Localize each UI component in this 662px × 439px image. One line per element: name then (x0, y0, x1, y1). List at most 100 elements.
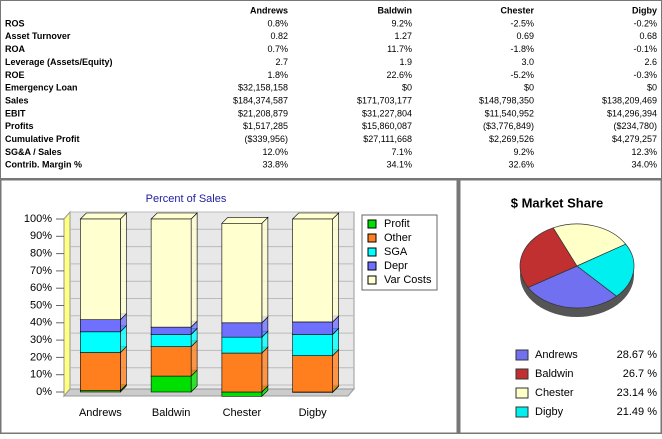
cell: $31,227,804 (362, 108, 412, 118)
cell: $0 (647, 83, 657, 93)
row-label: Leverage (Assets/Equity) (5, 57, 113, 67)
bar-side (120, 347, 126, 391)
bar (222, 392, 262, 396)
y-tick-label: 50% (30, 299, 52, 311)
legend-label: SGA (384, 246, 408, 258)
cell: $2,269,526 (489, 134, 534, 144)
bar-side (333, 350, 339, 392)
cell: 12.0% (262, 147, 288, 157)
bar (222, 223, 262, 322)
bar-side (333, 213, 339, 322)
cell: 22.6% (386, 70, 412, 80)
legend-value: 28.67 % (617, 349, 658, 361)
cell: $171,703,177 (357, 95, 412, 105)
cell: 1.9 (399, 57, 412, 67)
bar-side (191, 213, 197, 327)
legend-value: 26.7 % (623, 368, 657, 380)
plot-side (64, 212, 70, 396)
legend-swatch (368, 276, 376, 284)
bar-title: Percent of Sales (146, 193, 227, 205)
cell: 34.0% (631, 160, 657, 170)
y-tick-label: 60% (30, 282, 52, 294)
y-tick-label: 70% (30, 265, 52, 277)
legend-value: 21.49 % (617, 406, 658, 418)
bar (151, 347, 191, 376)
cell: 1.8% (267, 70, 288, 80)
bar (80, 320, 120, 332)
cell: -0.2% (633, 18, 657, 28)
bar-side (120, 213, 126, 320)
row-label: Emergency Loan (5, 83, 78, 93)
cell: $1,517,285 (243, 121, 288, 131)
row-label: ROS (5, 18, 25, 28)
cell: -5.2% (510, 70, 534, 80)
cell: 34.1% (386, 160, 412, 170)
row-label: Contrib. Margin % (5, 160, 82, 170)
cell: ($339,956) (244, 134, 288, 144)
legend-swatch (516, 350, 528, 360)
cell: $184,374,587 (233, 95, 288, 105)
y-tick-label: 40% (30, 317, 52, 329)
y-tick-label: 0% (36, 386, 52, 398)
y-tick-label: 20% (30, 351, 52, 363)
bar (80, 353, 120, 391)
row-label: Asset Turnover (5, 31, 71, 41)
bar-top (293, 213, 339, 219)
cell: $148,798,350 (479, 95, 534, 105)
cell: -0.1% (633, 44, 657, 54)
cell: 33.8% (262, 160, 288, 170)
cell: 2.7 (275, 57, 288, 67)
legend-label: Digby (535, 406, 564, 418)
y-tick-label: 10% (30, 369, 52, 381)
cell: 12.3% (631, 147, 657, 157)
row-label: ROE (5, 70, 25, 80)
legend-label: Depr (384, 260, 408, 272)
x-tick-label: Chester (223, 407, 262, 419)
row-label: Cumulative Profit (5, 134, 80, 144)
cell: 3.0 (521, 57, 534, 67)
x-tick-label: Baldwin (152, 407, 191, 419)
cell: $15,860,087 (362, 121, 412, 131)
column-header: Andrews (250, 5, 288, 15)
legend-swatch (368, 248, 376, 256)
legend-swatch (368, 220, 376, 228)
cell: $138,209,469 (602, 95, 657, 105)
bar (222, 353, 262, 392)
cell: 9.2% (513, 147, 534, 157)
cell: $0 (402, 83, 412, 93)
cell: $0 (524, 83, 534, 93)
x-tick-label: Andrews (79, 407, 122, 419)
legend-swatch (516, 388, 528, 398)
legend-label: Andrews (535, 349, 578, 361)
bar (151, 327, 191, 334)
y-tick-label: 100% (24, 213, 52, 225)
legend-label: Profit (384, 218, 410, 230)
cell: 0.68 (639, 31, 657, 41)
bar-side (262, 217, 268, 322)
cell: ($3,776,849) (483, 121, 534, 131)
bar (151, 334, 191, 346)
legend-label: Var Costs (384, 274, 432, 286)
column-header: Baldwin (377, 5, 412, 15)
cell: ($234,780) (613, 121, 657, 131)
legend-swatch (368, 262, 376, 270)
bar (151, 219, 191, 327)
cell: 1.27 (394, 31, 412, 41)
bar-top (151, 213, 197, 219)
legend-swatch (368, 234, 376, 242)
legend-label: Baldwin (535, 368, 574, 380)
y-tick-label: 80% (30, 248, 52, 260)
row-label: Profits (5, 121, 34, 131)
pie-title: $ Market Share (511, 195, 604, 210)
bar-top (222, 217, 268, 223)
bar (293, 219, 333, 322)
legend-swatch (516, 407, 528, 417)
column-header: Digby (632, 5, 657, 15)
cell: -1.8% (510, 44, 534, 54)
row-label: SG&A / Sales (5, 147, 62, 157)
bar (293, 334, 333, 355)
cell: 0.69 (516, 31, 534, 41)
legend-label: Other (384, 232, 412, 244)
